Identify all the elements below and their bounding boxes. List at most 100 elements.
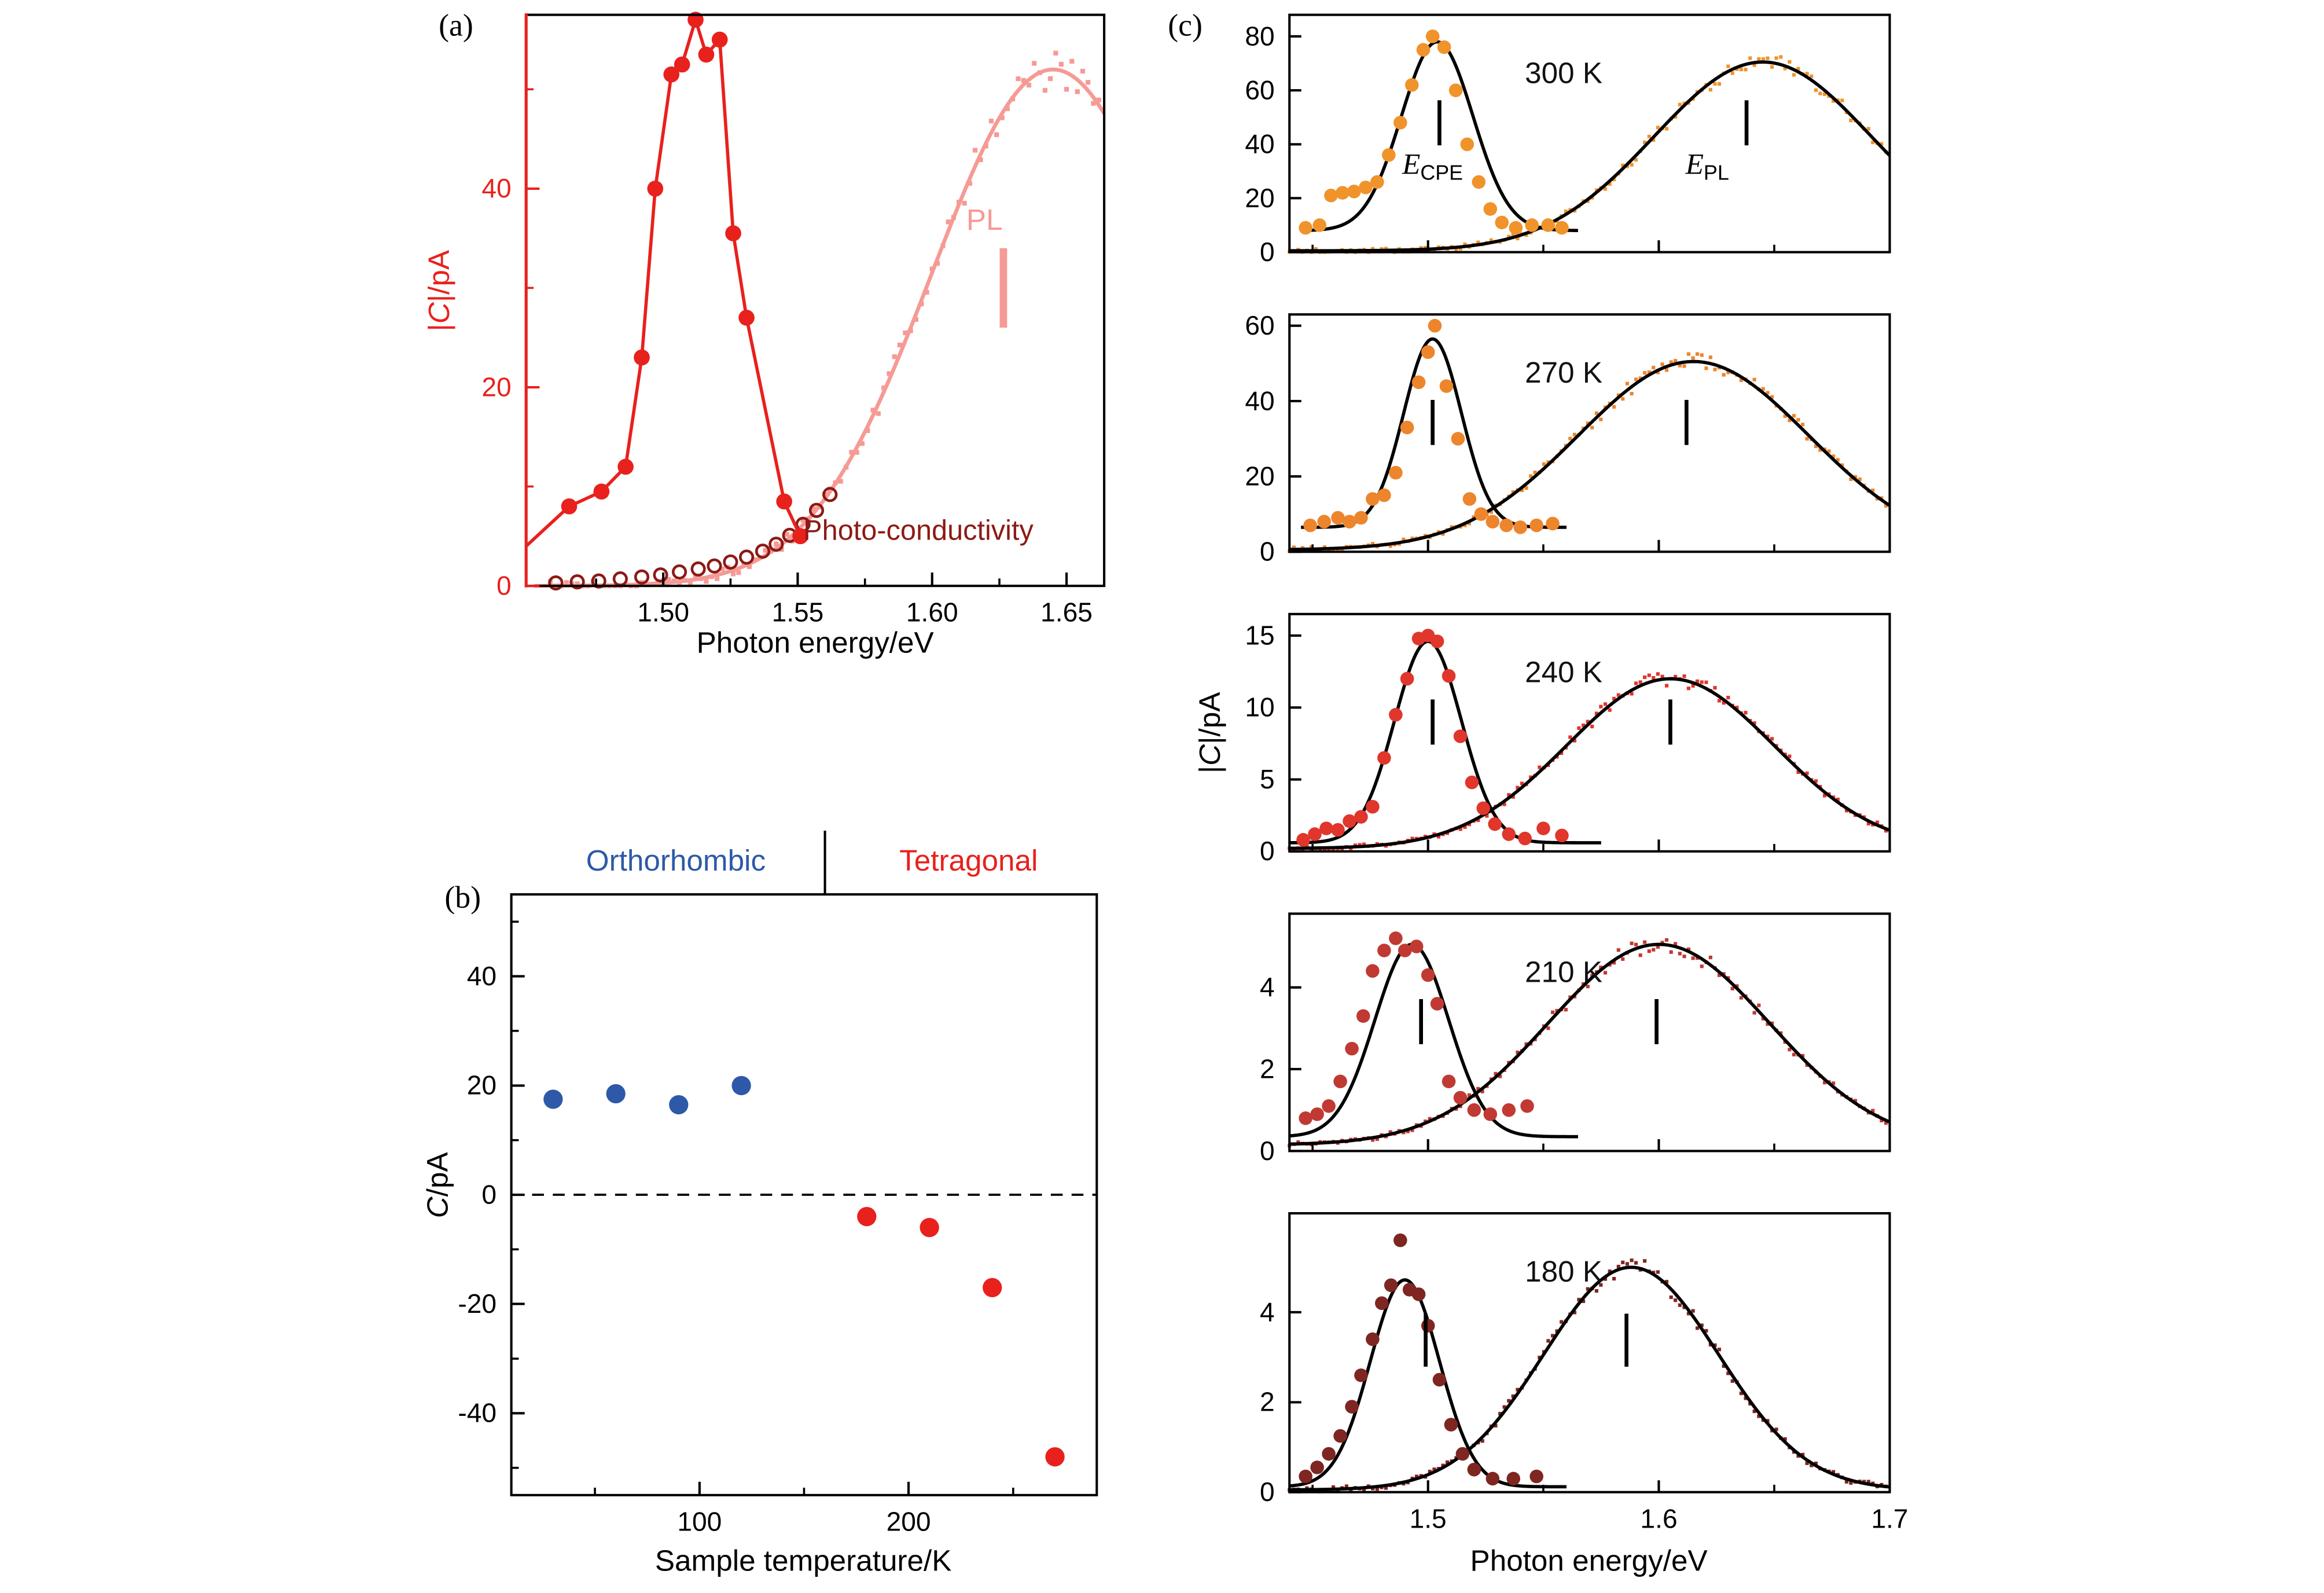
pl-marker — [1752, 377, 1756, 381]
pl-marker — [1730, 986, 1734, 990]
y-tick-label: 0 — [1260, 537, 1275, 567]
pl-marker — [1696, 679, 1700, 683]
pl-marker — [1713, 1343, 1717, 1347]
photoconductivity-point — [548, 575, 564, 591]
pl-marker — [1884, 504, 1888, 508]
pl-marker — [1555, 1008, 1559, 1013]
pl-marker — [1866, 127, 1870, 131]
photocapacitance-point — [593, 483, 610, 500]
pl-marker — [1674, 359, 1678, 363]
pl-marker — [1722, 1364, 1726, 1368]
pl-marker — [1551, 1010, 1555, 1014]
y-title-pre: | — [1194, 765, 1227, 774]
pl-marker — [849, 450, 854, 455]
pl-marker — [1796, 67, 1800, 71]
pl-marker — [1594, 711, 1598, 715]
pl-marker — [946, 219, 951, 225]
pl-marker — [1739, 996, 1743, 1000]
pl-marker — [1458, 247, 1462, 251]
pl-marker — [1476, 240, 1480, 244]
y-tick-label: 4 — [1260, 972, 1275, 1002]
orthorhombic-points — [543, 1076, 751, 1115]
pl-marker — [1410, 836, 1414, 840]
pl-marker — [1577, 1298, 1581, 1302]
pl-marker — [1713, 368, 1717, 372]
panel-c-subplot-180K: 0 2 4 1.5 1.6 1.7 180 K — [1260, 1212, 1909, 1533]
cpe-point — [1421, 345, 1435, 359]
pl-marker — [1744, 1396, 1748, 1400]
pl-marker — [1586, 985, 1590, 989]
pl-marker — [1766, 735, 1770, 739]
cpe-point — [1430, 997, 1444, 1011]
pl-marker — [1660, 674, 1664, 678]
pl-marker — [1871, 140, 1875, 145]
cpe-point — [1345, 1041, 1359, 1056]
pl-marker — [854, 450, 859, 455]
cpe-point — [1520, 1099, 1534, 1113]
cpe-point — [1416, 43, 1431, 57]
pl-marker — [1467, 1093, 1471, 1097]
pl-marker — [1616, 1264, 1620, 1269]
pl-marker — [1472, 515, 1476, 519]
y-tick-label: 2 — [1260, 1387, 1275, 1417]
pl-marker — [1801, 1054, 1805, 1058]
tetragonal-points — [857, 1207, 1065, 1467]
pl-marker — [1467, 823, 1471, 827]
cpe-data-points — [1296, 629, 1569, 847]
pl-marker — [1678, 1303, 1682, 1307]
pl-marker — [1664, 684, 1669, 688]
cpe-point — [1405, 78, 1419, 92]
cpe-point — [1310, 1460, 1324, 1474]
pl-marker — [1752, 63, 1756, 67]
pl-marker — [1726, 64, 1730, 68]
phase-label-orthorhombic: Orthorhombic — [586, 845, 766, 878]
cpe-point — [1336, 186, 1349, 200]
pl-marker — [1691, 1309, 1695, 1313]
panel-c-label: (c) — [1168, 7, 1203, 43]
pl-marker — [1875, 820, 1880, 824]
pl-marker — [1814, 779, 1818, 783]
cpe-point — [1299, 1111, 1312, 1125]
pl-marker — [1770, 1021, 1774, 1025]
pl-marker — [1384, 247, 1388, 251]
pl-marker — [1599, 704, 1603, 709]
pl-marker — [994, 132, 999, 137]
pl-marker — [1849, 477, 1853, 481]
pl-marker — [1744, 68, 1748, 72]
pl-marker — [1647, 949, 1651, 953]
pl-marker — [1726, 1371, 1730, 1375]
pl-marker — [876, 411, 881, 416]
photoconductivity-point — [739, 549, 755, 565]
pl-marker — [1844, 1480, 1849, 1484]
pl-marker — [1310, 545, 1314, 549]
plot-frame — [1288, 1212, 1891, 1493]
pl-marker — [1674, 1298, 1678, 1302]
pl-marker — [1656, 672, 1660, 676]
photoconductivity-point — [723, 554, 738, 570]
pl-marker — [1713, 686, 1717, 690]
panel-c-subplot-210K: 0 2 4 210 K — [1260, 912, 1891, 1166]
pl-marker — [1726, 696, 1730, 700]
pl-marker — [1805, 771, 1809, 775]
pl-marker — [811, 506, 817, 512]
pl-marker — [1652, 365, 1656, 370]
pl-marker — [1884, 1121, 1888, 1125]
photocapacitance-point — [647, 181, 664, 197]
cpe-point — [1421, 1319, 1435, 1333]
pl-marker — [1371, 542, 1375, 546]
x-tick-label: 1.55 — [772, 597, 824, 627]
pl-marker — [1678, 364, 1682, 368]
pl-marker — [1752, 1011, 1756, 1015]
cpe-point — [1444, 1418, 1458, 1432]
y-tick-label: 80 — [1245, 21, 1274, 51]
tetragonal-point — [920, 1217, 939, 1238]
pl-marker — [1511, 795, 1515, 799]
pl-marker — [1621, 397, 1625, 401]
pl-marker — [1849, 118, 1853, 123]
cpe-point — [1384, 1278, 1398, 1293]
pl-marker — [1700, 680, 1704, 684]
pl-marker — [1480, 1439, 1484, 1443]
pl-marker — [1647, 134, 1651, 138]
pl-marker — [1005, 106, 1010, 111]
